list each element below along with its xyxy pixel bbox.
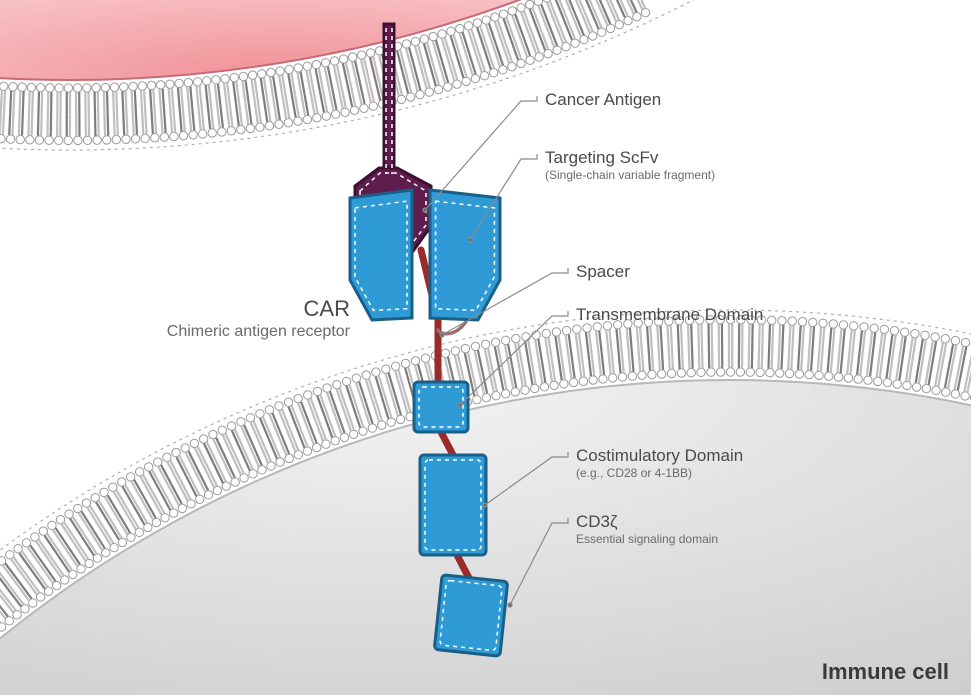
immune-cell-label: Immune cell: [822, 659, 949, 685]
label-targeting-scfv: Targeting ScFv(Single-chain variable fra…: [545, 148, 715, 183]
car-title: CAR: [160, 296, 350, 322]
label-costimulatory: Costimulatory Domain(e.g., CD28 or 4-1BB…: [576, 446, 743, 481]
label-subtitle: Essential signaling domain: [576, 532, 718, 546]
label-title: Targeting ScFv: [545, 148, 715, 168]
label-title: Transmembrane Domain: [576, 305, 763, 325]
car-diagram: [0, 0, 971, 695]
label-spacer: Spacer: [576, 262, 630, 282]
car-label: CAR Chimeric antigen receptor: [160, 296, 350, 342]
label-subtitle: (e.g., CD28 or 4-1BB): [576, 466, 743, 480]
label-title: Spacer: [576, 262, 630, 282]
label-title: Costimulatory Domain: [576, 446, 743, 466]
costimulatory-domain: [420, 455, 486, 555]
label-title: CD3ζ: [576, 512, 718, 532]
car-subtitle: Chimeric antigen receptor: [160, 322, 350, 341]
label-subtitle: (Single-chain variable fragment): [545, 168, 715, 182]
label-cancer-antigen: Cancer Antigen: [545, 90, 661, 110]
label-transmembrane: Transmembrane Domain: [576, 305, 763, 325]
label-cd3z: CD3ζEssential signaling domain: [576, 512, 718, 547]
cd3zeta-domain: [434, 575, 507, 656]
label-title: Cancer Antigen: [545, 90, 661, 110]
cancer-cell: [0, 0, 740, 150]
